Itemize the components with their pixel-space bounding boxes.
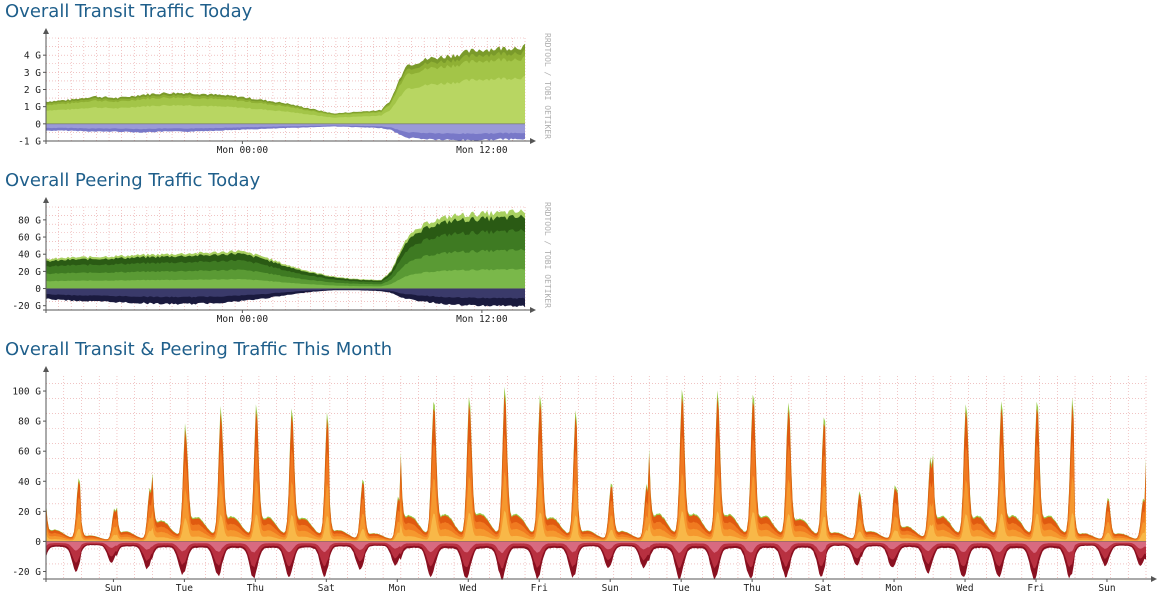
- y-axis-arrow: [43, 28, 49, 34]
- y-tick-label: 20 G: [18, 507, 41, 518]
- outbound-area: [46, 123, 525, 141]
- month-chart: -20 G 0 20 G 40 G 60 G 80 G 100 G Sun Tue Thu Sat M…: [12, 366, 1157, 594]
- rrdtool-watermark: RRDTOOL / TOBI OETIKER: [543, 202, 552, 308]
- y-tick-label: 100 G: [12, 387, 41, 398]
- transit-today-title: Overall Transit Traffic Today: [5, 1, 253, 22]
- peering-today-chart: -20 G 0 20 G 40 G 60 G 80 G Mon 00:00 Mon 12:00…: [12, 197, 552, 325]
- month-title: Overall Transit & Peering Traffic This M…: [5, 339, 393, 360]
- y-tick-label: 4 G: [24, 51, 41, 62]
- y-tick-label: 60 G: [18, 447, 41, 458]
- inbound-area-layer: [46, 268, 525, 289]
- x-tick-label: Mon 12:00: [456, 145, 508, 156]
- outbound-area-layer: [46, 288, 525, 299]
- inbound-area: [46, 386, 1146, 542]
- y-tick-label: 1 G: [24, 102, 41, 113]
- y-tick-label: 0: [35, 284, 41, 295]
- x-tick-label: Mon: [885, 583, 902, 594]
- x-tick-label: Sat: [318, 583, 335, 594]
- outbound-area: [46, 541, 1146, 580]
- inbound-area-layer: [46, 471, 1146, 542]
- x-tick-label: Mon 12:00: [456, 314, 508, 325]
- x-tick-label: Fri: [531, 583, 548, 594]
- axes: -20 G 0 20 G 40 G 60 G 80 G 100 G Sun Tue Thu Sat M…: [12, 366, 1157, 594]
- grid: [45, 376, 1147, 580]
- inbound-area-layer: [46, 394, 1146, 542]
- y-tick-label: 40 G: [18, 477, 41, 488]
- y-tick-label: 40 G: [18, 250, 41, 261]
- x-tick-label: Sun: [602, 583, 619, 594]
- x-tick-label: Mon 00:00: [217, 145, 269, 156]
- inbound-area-layer: [46, 75, 525, 124]
- x-tick-label: Thu: [744, 583, 761, 594]
- outbound-area: [46, 288, 525, 308]
- x-tick-label: Tue: [673, 583, 690, 594]
- x-tick-label: Wed: [956, 583, 973, 594]
- y-tick-label: 2 G: [24, 85, 41, 96]
- x-tick-label: Mon 00:00: [217, 314, 269, 325]
- x-tick-label: Sun: [1098, 583, 1115, 594]
- y-tick-label: 20 G: [18, 267, 41, 278]
- transit-today-chart: -1 G 0 1 G 2 G 3 G 4 G Mon 00:00 Mon 12:00 RRDTO…: [18, 28, 552, 156]
- x-axis-arrow: [1151, 576, 1157, 582]
- y-axis-arrow: [43, 197, 49, 203]
- y-tick-label: 3 G: [24, 68, 41, 79]
- inbound-area: [46, 43, 525, 124]
- y-tick-label: -1 G: [18, 137, 41, 148]
- y-tick-label: 60 G: [18, 233, 41, 244]
- outbound-area-layer: [46, 541, 1146, 553]
- rrdtool-watermark: RRDTOOL / TOBI OETIKER: [543, 33, 552, 139]
- outbound-area-layer: [46, 123, 525, 134]
- axes: -1 G 0 1 G 2 G 3 G 4 G Mon 00:00 Mon 12:00: [18, 28, 536, 156]
- y-tick-label: -20 G: [12, 567, 41, 578]
- y-tick-label: 80 G: [18, 215, 41, 226]
- x-tick-label: Wed: [460, 583, 477, 594]
- x-axis-arrow: [530, 307, 536, 313]
- peering-today-title: Overall Peering Traffic Today: [5, 170, 261, 191]
- x-tick-label: Mon: [389, 583, 406, 594]
- y-tick-label: 80 G: [18, 417, 41, 428]
- axes: -20 G 0 20 G 40 G 60 G 80 G Mon 00:00 Mon 12:00: [12, 197, 536, 325]
- y-tick-label: 0: [35, 119, 41, 130]
- inbound-area-layer: [46, 510, 1146, 542]
- x-tick-label: Thu: [247, 583, 264, 594]
- x-tick-label: Fri: [1027, 583, 1044, 594]
- y-tick-label: 0: [35, 537, 41, 548]
- x-tick-label: Sat: [815, 583, 832, 594]
- y-tick-label: -20 G: [12, 301, 41, 312]
- x-axis-arrow: [530, 138, 536, 144]
- inbound-area: [46, 209, 525, 289]
- y-axis-arrow: [43, 366, 49, 372]
- x-tick-label: Tue: [176, 583, 193, 594]
- x-tick-label: Sun: [105, 583, 122, 594]
